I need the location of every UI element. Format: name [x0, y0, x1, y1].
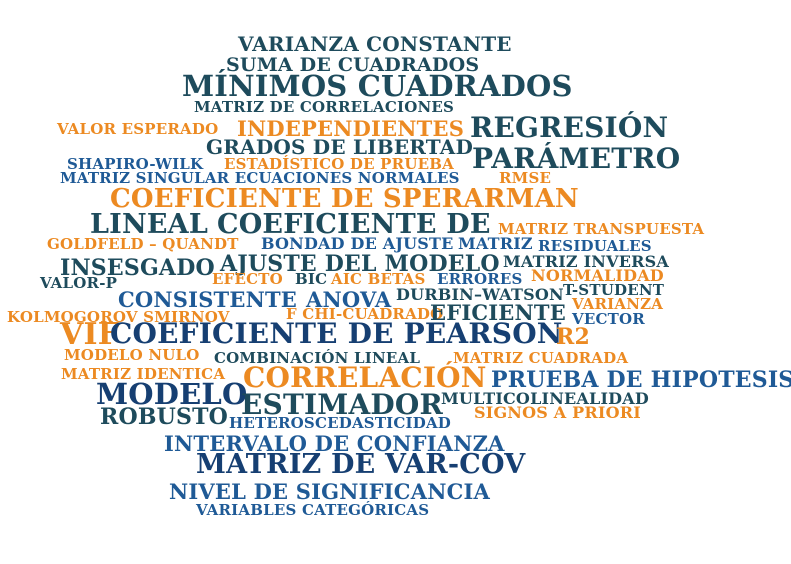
- word-eficiente: EFICIENTE: [430, 300, 566, 325]
- word-nivel-de-significancia: NIVEL DE SIGNIFICANCIA: [169, 479, 491, 504]
- word-goldfeld-quandt: GOLDFELD – QUANDT: [47, 235, 239, 253]
- word-variables-categoricas: VARIABLES CATEGÓRICAS: [196, 501, 430, 519]
- word-combinacion-lineal: COMBINACIÓN LINEAL: [214, 349, 421, 367]
- word-normalidad: NORMALIDAD: [531, 266, 664, 285]
- word-f-chi-cuadrado: F CHI-CUADRADO: [286, 305, 444, 323]
- word-residuales: RESIDUALES: [538, 237, 652, 255]
- word-minimos-cuadrados: MÍNIMOS CUADRADOS: [182, 69, 573, 103]
- word-durbin-watson: DURBIN–WATSON: [396, 285, 564, 304]
- word-r2: R2: [556, 324, 590, 350]
- word-matriz-identica: MATRIZ IDENTICA: [61, 365, 226, 383]
- word-heteroscedasticidad: HETEROSCEDASTICIDAD: [229, 414, 452, 432]
- word-grados-de-libertad: GRADOS DE LIBERTAD: [206, 135, 474, 159]
- word-matriz-inversa: MATRIZ INVERSA: [503, 252, 669, 271]
- word-efecto: EFECTO: [212, 270, 283, 288]
- word-parametro: PARÁMETRO: [472, 142, 681, 175]
- word-valor-esperado: VALOR ESPERADO: [57, 120, 219, 138]
- word-consistente: CONSISTENTE: [118, 287, 298, 312]
- word-regresion: REGRESIÓN: [470, 111, 669, 144]
- word-matriz-de-correlaciones: MATRIZ DE CORRELACIONES: [194, 98, 455, 116]
- word-aic-betas: AIC BETAS: [331, 270, 426, 288]
- word-errores: ERRORES: [437, 270, 523, 288]
- word-matriz-de-var-cov: MATRIZ DE VAR-COV: [196, 449, 526, 480]
- word-shapiro-wilk: SHAPIRO-WILK: [67, 155, 204, 173]
- word-estimador: ESTIMADOR: [241, 388, 443, 421]
- word-coeficiente-de-sperarman: COEFICIENTE DE SPERARMAN: [110, 184, 579, 214]
- word-vector: VECTOR: [572, 310, 645, 328]
- word-coeficiente-de: COEFICIENTE DE: [217, 209, 491, 240]
- word-lineal: LINEAL: [90, 209, 209, 240]
- word-matriz: MATRIZ: [458, 234, 533, 253]
- word-varianza-constante: VARIANZA CONSTANTE: [238, 32, 512, 56]
- word-bondad-de-ajuste: BONDAD DE AJUSTE: [261, 234, 454, 253]
- word-matriz-cuadrada: MATRIZ CUADRADA: [453, 349, 629, 367]
- word-coeficiente-de-pearson: COEFICIENTE DE PEARSON: [110, 317, 563, 350]
- word-valor-p: VALOR-P: [40, 274, 118, 292]
- word-matriz-transpuesta: MATRIZ TRANSPUESTA: [498, 220, 705, 238]
- word-suma-de-cuadrados: SUMA DE CUADRADOS: [226, 54, 480, 76]
- word-kolmogorov-smirnov: KOLMOGOROV SMIRNOV: [7, 308, 230, 326]
- word-bic: BIC: [295, 270, 328, 288]
- word-independientes: INDEPENDIENTES: [237, 116, 465, 141]
- word-anova: ANOVA: [306, 287, 392, 312]
- word-robusto: ROBUSTO: [100, 404, 229, 430]
- word-insesgado: INSESGADO: [60, 255, 215, 281]
- word-varianza: VARIANZA: [572, 295, 664, 313]
- word-prueba-de-hipotesis: PRUEBA DE HIPOTESIS: [491, 367, 791, 393]
- word-rmse: RMSE: [499, 169, 552, 187]
- word-estadistico-de-prueba: ESTADÍSTICO DE PRUEBA: [224, 155, 454, 173]
- word-intervalo-de-confianza: INTERVALO DE CONFIANZA: [164, 431, 505, 456]
- word-modelo: MODELO: [96, 377, 248, 411]
- word-correlacion: CORRELACIÓN: [243, 361, 487, 394]
- word-multicolinealidad: MULTICOLINEALIDAD: [441, 389, 649, 408]
- word-t-student: T-STUDENT: [563, 281, 665, 299]
- word-signos-a-priori: SIGNOS A PRIORI: [474, 403, 641, 422]
- word-vif: VIF: [60, 317, 120, 352]
- word-ajuste-del-modelo: AJUSTE DEL MODELO: [220, 251, 500, 277]
- word-matriz-singular-ecuaciones-normales: MATRIZ SINGULAR ECUACIONES NORMALES: [60, 169, 460, 187]
- word-modelo-nulo: MODELO NULO: [64, 346, 200, 364]
